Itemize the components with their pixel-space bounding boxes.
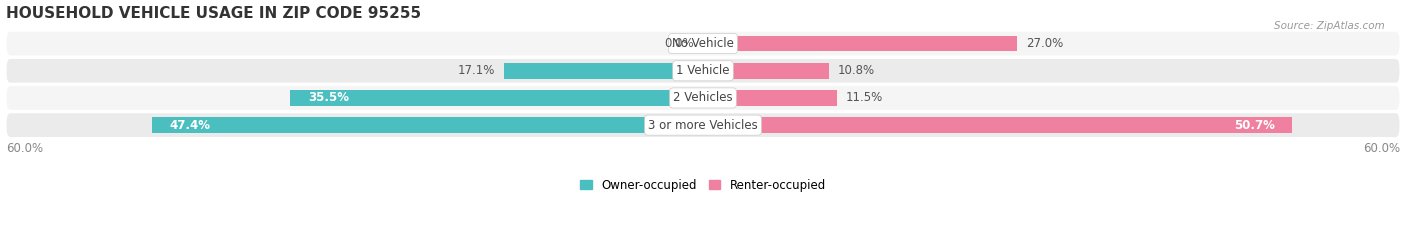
Text: 60.0%: 60.0% bbox=[1364, 142, 1400, 155]
Bar bbox=[703, 90, 837, 106]
Text: 11.5%: 11.5% bbox=[846, 91, 883, 104]
Text: Source: ZipAtlas.com: Source: ZipAtlas.com bbox=[1274, 21, 1385, 31]
FancyBboxPatch shape bbox=[6, 85, 1400, 111]
Bar bbox=[291, 90, 703, 106]
Text: 47.4%: 47.4% bbox=[170, 119, 211, 132]
Text: HOUSEHOLD VEHICLE USAGE IN ZIP CODE 95255: HOUSEHOLD VEHICLE USAGE IN ZIP CODE 9525… bbox=[6, 6, 420, 21]
Text: 27.0%: 27.0% bbox=[1026, 37, 1063, 50]
FancyBboxPatch shape bbox=[6, 112, 1400, 138]
Text: 50.7%: 50.7% bbox=[1234, 119, 1275, 132]
Bar bbox=[703, 63, 828, 79]
Legend: Owner-occupied, Renter-occupied: Owner-occupied, Renter-occupied bbox=[579, 179, 827, 192]
Bar bbox=[703, 36, 1017, 51]
Text: 3 or more Vehicles: 3 or more Vehicles bbox=[648, 119, 758, 132]
Text: 2 Vehicles: 2 Vehicles bbox=[673, 91, 733, 104]
Text: 10.8%: 10.8% bbox=[838, 64, 875, 77]
Bar bbox=[152, 117, 703, 133]
Text: 0.0%: 0.0% bbox=[664, 37, 693, 50]
Bar bbox=[703, 117, 1292, 133]
Text: 1 Vehicle: 1 Vehicle bbox=[676, 64, 730, 77]
Text: 60.0%: 60.0% bbox=[6, 142, 42, 155]
Text: 35.5%: 35.5% bbox=[308, 91, 349, 104]
FancyBboxPatch shape bbox=[6, 58, 1400, 84]
Text: No Vehicle: No Vehicle bbox=[672, 37, 734, 50]
Bar bbox=[505, 63, 703, 79]
FancyBboxPatch shape bbox=[6, 31, 1400, 57]
Text: 17.1%: 17.1% bbox=[457, 64, 495, 77]
